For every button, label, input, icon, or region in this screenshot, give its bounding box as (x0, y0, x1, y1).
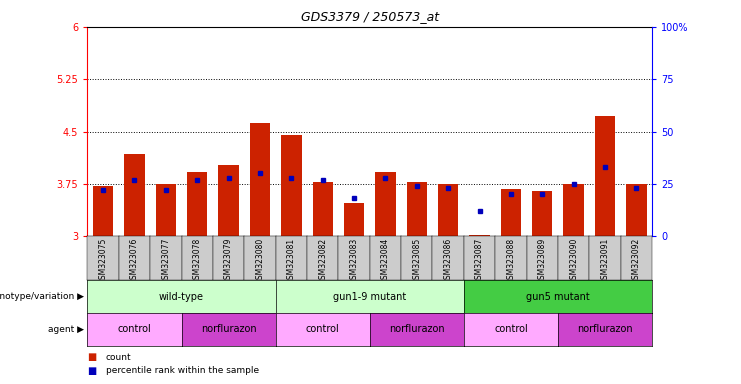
Bar (563, 184, 584, 236)
Text: norflurazon: norflurazon (577, 324, 633, 334)
Text: control: control (494, 324, 528, 334)
Bar (344, 203, 365, 236)
Text: GSM323089: GSM323089 (538, 238, 547, 284)
Bar (187, 172, 207, 236)
Bar (219, 165, 239, 236)
Text: GSM323088: GSM323088 (506, 238, 516, 284)
Bar (281, 135, 302, 236)
Bar (375, 172, 396, 236)
Text: control: control (118, 324, 151, 334)
Text: wild-type: wild-type (159, 291, 204, 302)
Bar (469, 235, 490, 236)
Text: gun5 mutant: gun5 mutant (526, 291, 590, 302)
Bar (626, 184, 647, 236)
Text: count: count (106, 353, 132, 362)
Bar (156, 184, 176, 236)
Bar (595, 116, 615, 236)
Text: GSM323081: GSM323081 (287, 238, 296, 284)
Text: GSM323086: GSM323086 (444, 238, 453, 284)
Text: GSM323083: GSM323083 (350, 238, 359, 284)
Text: genotype/variation ▶: genotype/variation ▶ (0, 292, 84, 301)
Text: GSM323084: GSM323084 (381, 238, 390, 284)
Bar (93, 186, 113, 236)
Text: agent ▶: agent ▶ (47, 325, 84, 334)
Text: GSM323085: GSM323085 (412, 238, 422, 284)
Bar (407, 182, 427, 236)
Bar (532, 191, 553, 236)
Text: GSM323075: GSM323075 (99, 238, 107, 284)
Text: gun1-9 mutant: gun1-9 mutant (333, 291, 406, 302)
Text: GSM323091: GSM323091 (600, 238, 610, 284)
Bar (250, 123, 270, 236)
Bar (124, 154, 144, 236)
Bar (438, 184, 459, 236)
Text: ■: ■ (87, 366, 96, 376)
Text: GSM323092: GSM323092 (632, 238, 641, 284)
Text: norflurazon: norflurazon (389, 324, 445, 334)
Text: GSM323090: GSM323090 (569, 238, 578, 284)
Text: GSM323087: GSM323087 (475, 238, 484, 284)
Text: GSM323077: GSM323077 (162, 238, 170, 284)
Text: GSM323079: GSM323079 (224, 238, 233, 284)
Text: GSM323082: GSM323082 (318, 238, 328, 284)
Text: GSM323078: GSM323078 (193, 238, 202, 284)
Text: percentile rank within the sample: percentile rank within the sample (106, 366, 259, 375)
Bar (501, 189, 521, 236)
Text: control: control (306, 324, 339, 334)
Text: GSM323080: GSM323080 (256, 238, 265, 284)
Text: GSM323076: GSM323076 (130, 238, 139, 284)
Bar (313, 182, 333, 236)
Text: ■: ■ (87, 352, 96, 362)
Text: norflurazon: norflurazon (201, 324, 256, 334)
Text: GDS3379 / 250573_at: GDS3379 / 250573_at (301, 10, 439, 23)
